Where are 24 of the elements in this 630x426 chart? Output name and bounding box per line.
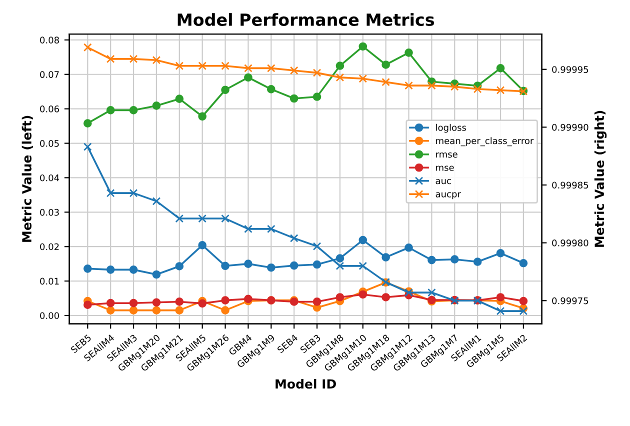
y-tick-label: 0.05: [40, 140, 59, 147]
y-tick-label: 0.00: [40, 312, 59, 320]
y2-axis-title: Metric Value (right): [594, 110, 607, 247]
legend-label: rmse: [436, 152, 458, 158]
y-tick-label: 0.08: [40, 36, 59, 44]
y-tick-label: 0.07: [40, 71, 59, 78]
y2-tick-label: 0.99985: [552, 182, 588, 189]
y2-tick-label: 0.99975: [552, 297, 588, 304]
y2-tick-label: 0.99990: [552, 124, 588, 131]
legend-label: mse: [436, 166, 454, 171]
x-axis-title: Model ID: [276, 378, 336, 389]
legend-label: mean_per_class_error: [436, 137, 534, 146]
y-tick-label: 0.04: [40, 174, 60, 182]
legend-label: aucpr: [436, 192, 461, 200]
y-tick-label: 0.02: [40, 243, 59, 250]
chart-title: Model Performance Metrics: [178, 13, 434, 26]
y2-tick-label: 0.99980: [552, 240, 588, 246]
y-axis-title: Metric Value (left): [22, 116, 33, 242]
legend-label: auc: [436, 178, 451, 184]
y2-tick-label: 0.99995: [552, 66, 588, 73]
y-tick-label: 0.06: [40, 106, 60, 112]
y-tick-label: 0.01: [40, 278, 59, 285]
legend-label: logloss: [436, 124, 466, 133]
y-tick-label: 0.03: [40, 208, 59, 216]
